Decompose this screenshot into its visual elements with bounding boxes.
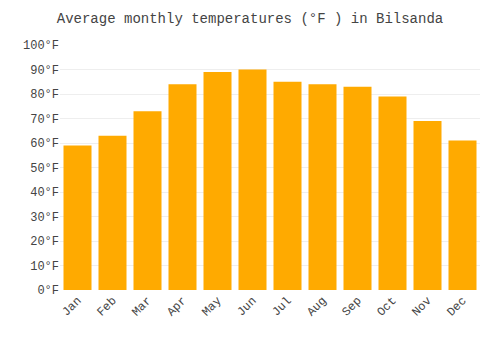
- svg-text:30°F: 30°F: [30, 211, 59, 225]
- svg-text:Jul: Jul: [269, 294, 294, 319]
- svg-text:Jun: Jun: [234, 294, 259, 319]
- svg-text:80°F: 80°F: [30, 88, 59, 102]
- svg-text:Mar: Mar: [129, 294, 154, 319]
- svg-text:Feb: Feb: [94, 294, 119, 319]
- svg-text:Apr: Apr: [164, 294, 189, 319]
- svg-text:Aug: Aug: [304, 294, 329, 319]
- svg-text:May: May: [199, 294, 224, 319]
- svg-text:60°F: 60°F: [30, 137, 59, 151]
- svg-text:20°F: 20°F: [30, 235, 59, 249]
- svg-text:Oct: Oct: [374, 294, 399, 319]
- svg-text:70°F: 70°F: [30, 113, 59, 127]
- svg-text:Jan: Jan: [59, 294, 84, 319]
- svg-text:50°F: 50°F: [30, 162, 59, 176]
- svg-text:10°F: 10°F: [30, 260, 59, 274]
- svg-text:90°F: 90°F: [30, 64, 59, 78]
- svg-text:0°F: 0°F: [37, 284, 59, 298]
- svg-text:40°F: 40°F: [30, 186, 59, 200]
- svg-text:Sep: Sep: [339, 294, 364, 319]
- svg-text:Nov: Nov: [409, 294, 434, 319]
- svg-text:Dec: Dec: [444, 294, 469, 319]
- svg-text:Average monthly temperatures (: Average monthly temperatures (°F ) in Bi…: [57, 11, 443, 27]
- svg-text:100°F: 100°F: [23, 39, 59, 53]
